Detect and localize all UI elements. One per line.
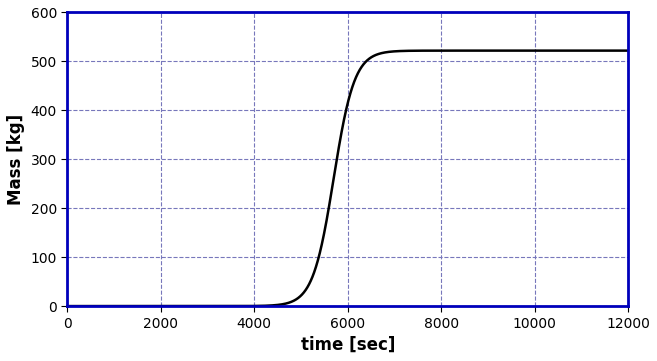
X-axis label: time [sec]: time [sec]	[300, 336, 395, 354]
Y-axis label: Mass [kg]: Mass [kg]	[7, 114, 25, 205]
